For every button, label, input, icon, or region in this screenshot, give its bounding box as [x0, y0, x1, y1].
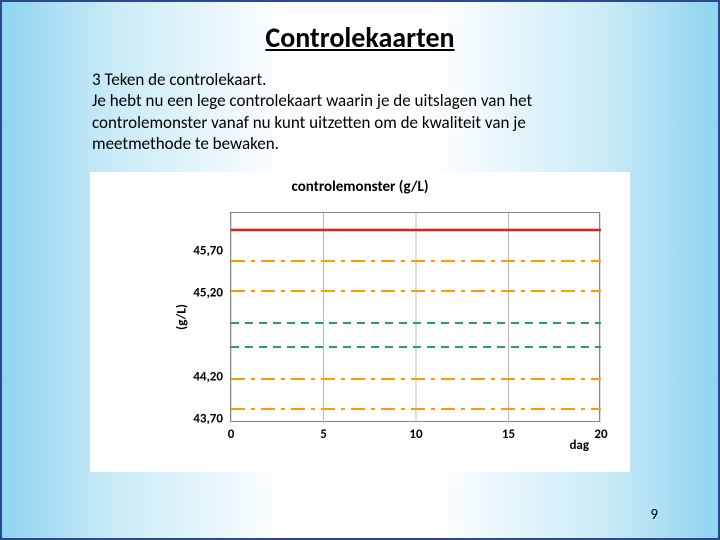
- chart-ylabel: (g/L): [174, 304, 189, 330]
- chart-xtick: 15: [502, 427, 515, 442]
- chart-ytick: 43,70: [193, 412, 223, 427]
- chart-ytick: 44,20: [193, 370, 223, 385]
- chart-svg: [231, 213, 601, 423]
- page-title: Controlekaarten: [2, 20, 718, 55]
- chart-xlabel: dag: [569, 438, 589, 453]
- body-text: 3 Teken de controlekaart. Je hebt nu een…: [92, 69, 628, 154]
- chart-container: controlemonster (g/L) (g/L) dag 45,7045,…: [90, 172, 630, 472]
- body-line-1: 3 Teken de controlekaart.: [92, 69, 628, 90]
- page-number: 9: [650, 506, 658, 524]
- chart-ytick: 45,70: [193, 244, 223, 259]
- chart-xtick: 10: [409, 427, 422, 442]
- chart-title: controlemonster (g/L): [90, 178, 630, 196]
- chart-xtick: 5: [320, 427, 327, 442]
- chart-xtick: 20: [594, 427, 607, 442]
- chart-ytick: 45,20: [193, 286, 223, 301]
- body-line-2: Je hebt nu een lege controlekaart waarin…: [92, 90, 628, 154]
- chart-xtick: 0: [228, 427, 235, 442]
- chart-plot-area: (g/L) dag 45,7045,2044,2043,7005101520: [230, 212, 600, 422]
